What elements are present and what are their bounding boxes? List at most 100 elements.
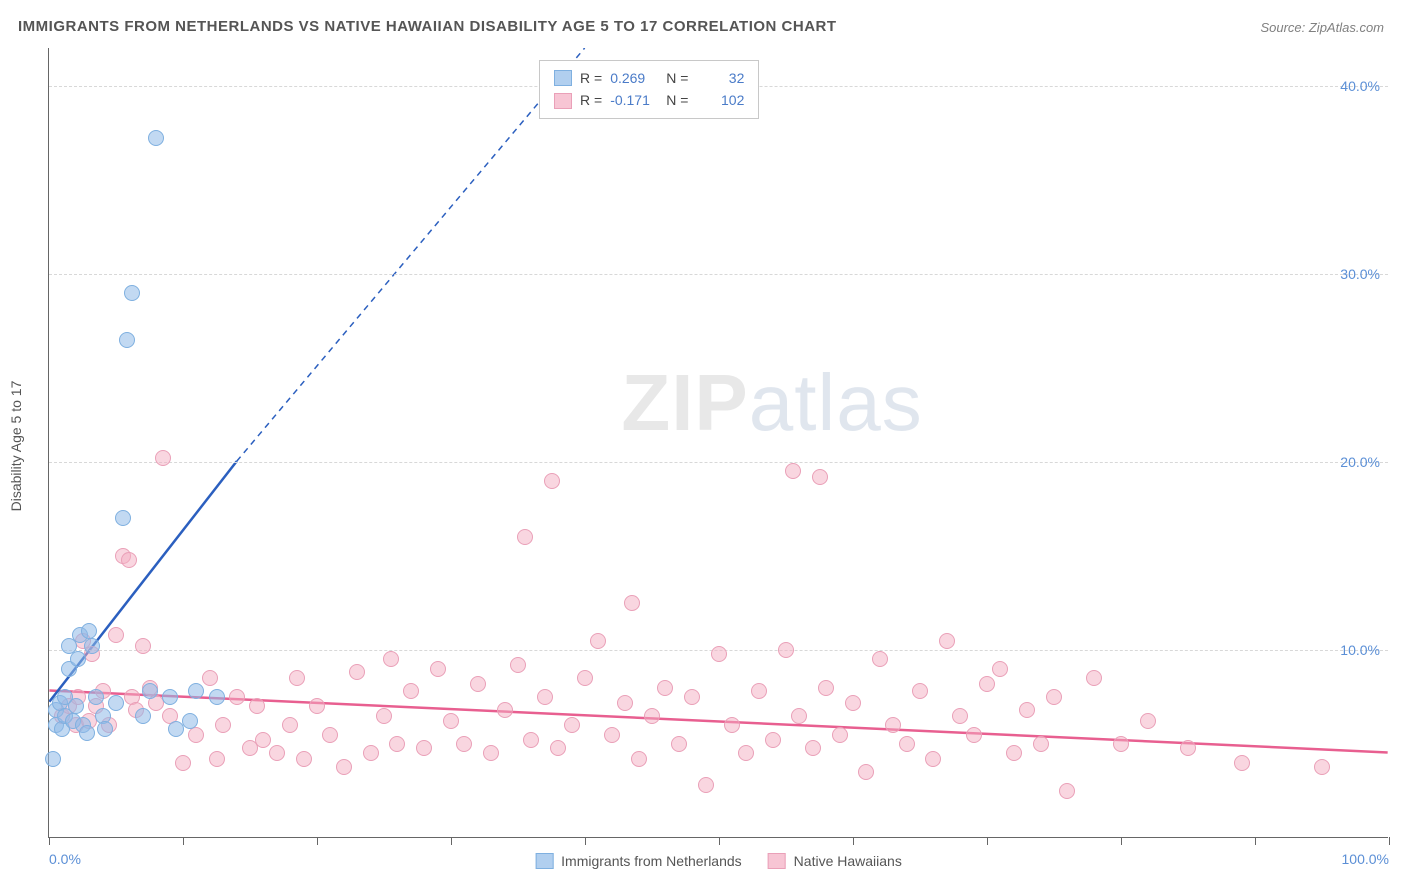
data-point-pink [684,689,700,705]
data-point-blue [68,698,84,714]
grid-line [49,274,1388,275]
data-point-blue [84,638,100,654]
data-point-pink [564,717,580,733]
data-point-pink [765,732,781,748]
data-point-pink [698,777,714,793]
data-point-pink [389,736,405,752]
data-point-pink [1140,713,1156,729]
data-point-pink [155,450,171,466]
source-attribution: Source: ZipAtlas.com [1260,20,1384,35]
data-point-pink [383,651,399,667]
x-tick [183,837,184,845]
data-point-pink [510,657,526,673]
data-point-pink [430,661,446,677]
data-point-blue [162,689,178,705]
data-point-pink [711,646,727,662]
data-point-pink [925,751,941,767]
data-point-pink [812,469,828,485]
data-point-pink [1086,670,1102,686]
legend-item-blue: Immigrants from Netherlands [535,853,742,869]
data-point-pink [497,702,513,718]
data-point-pink [845,695,861,711]
data-point-pink [617,695,633,711]
data-point-pink [537,689,553,705]
x-tick-label: 100.0% [1342,851,1389,867]
plot-area: ZIPatlas 10.0%20.0%30.0%40.0% 0.0%100.0%… [48,48,1388,838]
chart-title: IMMIGRANTS FROM NETHERLANDS VS NATIVE HA… [18,18,837,35]
legend-item-pink: Native Hawaiians [768,853,902,869]
swatch-pink [554,93,572,109]
stats-row-blue: R = 0.269 N = 32 [554,67,744,89]
x-tick [1255,837,1256,845]
data-point-pink [1033,736,1049,752]
y-tick-label: 20.0% [1340,454,1380,470]
data-point-pink [202,670,218,686]
y-tick-label: 40.0% [1340,78,1380,94]
stats-row-pink: R = -0.171 N = 102 [554,89,744,111]
data-point-pink [624,595,640,611]
x-tick [719,837,720,845]
data-point-pink [215,717,231,733]
data-point-pink [899,736,915,752]
trend-lines [49,48,1388,837]
x-tick [49,837,50,845]
x-tick [1121,837,1122,845]
data-point-blue [148,130,164,146]
data-point-pink [858,764,874,780]
swatch-pink-icon [768,853,786,869]
r-label: R = [580,67,602,89]
data-point-blue [124,285,140,301]
data-point-blue [70,651,86,667]
data-point-pink [832,727,848,743]
data-point-pink [966,727,982,743]
watermark: ZIPatlas [621,357,922,449]
data-point-pink [791,708,807,724]
data-point-blue [88,689,104,705]
r-label-2: R = [580,89,602,111]
data-point-pink [631,751,647,767]
data-point-blue [115,510,131,526]
data-point-pink [523,732,539,748]
data-point-pink [818,680,834,696]
data-point-pink [376,708,392,724]
pink-n-value: 102 [696,89,744,111]
data-point-pink [108,627,124,643]
data-point-pink [175,755,191,771]
data-point-pink [644,708,660,724]
data-point-pink [657,680,673,696]
data-point-pink [885,717,901,733]
data-point-pink [577,670,593,686]
data-point-pink [309,698,325,714]
x-tick-label: 0.0% [49,851,81,867]
data-point-blue [182,713,198,729]
data-point-pink [1234,755,1250,771]
trend-line-blue-dashed [237,48,585,461]
data-point-pink [363,745,379,761]
legend-pink-label: Native Hawaiians [794,853,902,869]
y-tick-label: 10.0% [1340,642,1380,658]
data-point-pink [403,683,419,699]
data-point-pink [979,676,995,692]
swatch-blue-icon [535,853,553,869]
data-point-pink [544,473,560,489]
data-point-pink [296,751,312,767]
data-point-pink [1019,702,1035,718]
data-point-pink [443,713,459,729]
x-tick [987,837,988,845]
data-point-blue [45,751,61,767]
data-point-blue [97,721,113,737]
data-point-pink [992,661,1008,677]
data-point-pink [135,638,151,654]
data-point-pink [121,552,137,568]
legend-blue-label: Immigrants from Netherlands [561,853,742,869]
data-point-blue [142,683,158,699]
data-point-pink [1059,783,1075,799]
x-tick [451,837,452,845]
data-point-pink [517,529,533,545]
data-point-pink [456,736,472,752]
data-point-pink [1314,759,1330,775]
data-point-blue [108,695,124,711]
data-point-pink [1046,689,1062,705]
data-point-pink [289,670,305,686]
data-point-blue [119,332,135,348]
